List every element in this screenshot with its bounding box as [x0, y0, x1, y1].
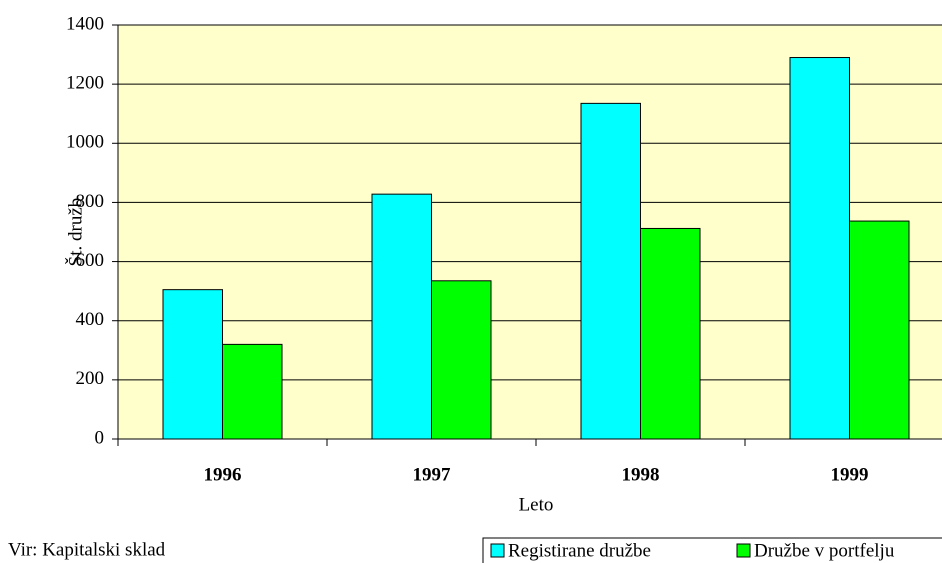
y-tick-label: 800 — [76, 191, 105, 212]
bar — [431, 280, 492, 440]
legend-label: Družbe v portfelju — [754, 540, 895, 561]
y-tick-label: 1200 — [66, 73, 104, 94]
y-tick-label: 400 — [76, 309, 105, 330]
x-tick-label: 1996 — [204, 464, 242, 485]
legend-swatch — [736, 543, 751, 558]
legend-swatch — [490, 543, 505, 558]
x-tick-label: 1998 — [622, 464, 660, 485]
x-axis-label: Leto — [519, 494, 554, 515]
legend-label: Registirane družbe — [508, 540, 651, 561]
x-tick-label: 1997 — [413, 464, 452, 485]
y-tick-label: 200 — [76, 368, 105, 389]
source-note: Vir: Kapitalski sklad — [8, 539, 166, 560]
bar — [849, 220, 910, 440]
legend-box — [482, 537, 942, 563]
y-axis-label: Št. družb — [64, 198, 86, 267]
y-tick-label: 1400 — [66, 13, 104, 34]
bar — [222, 343, 283, 440]
bar — [162, 289, 223, 440]
bar — [371, 193, 432, 440]
x-tick-label: 1999 — [831, 464, 869, 485]
y-tick-label: 600 — [76, 250, 105, 271]
bar — [640, 227, 701, 440]
y-tick-label: 0 — [95, 427, 105, 448]
bar — [580, 102, 641, 440]
y-tick-label: 1000 — [66, 132, 104, 153]
bar — [789, 57, 850, 440]
